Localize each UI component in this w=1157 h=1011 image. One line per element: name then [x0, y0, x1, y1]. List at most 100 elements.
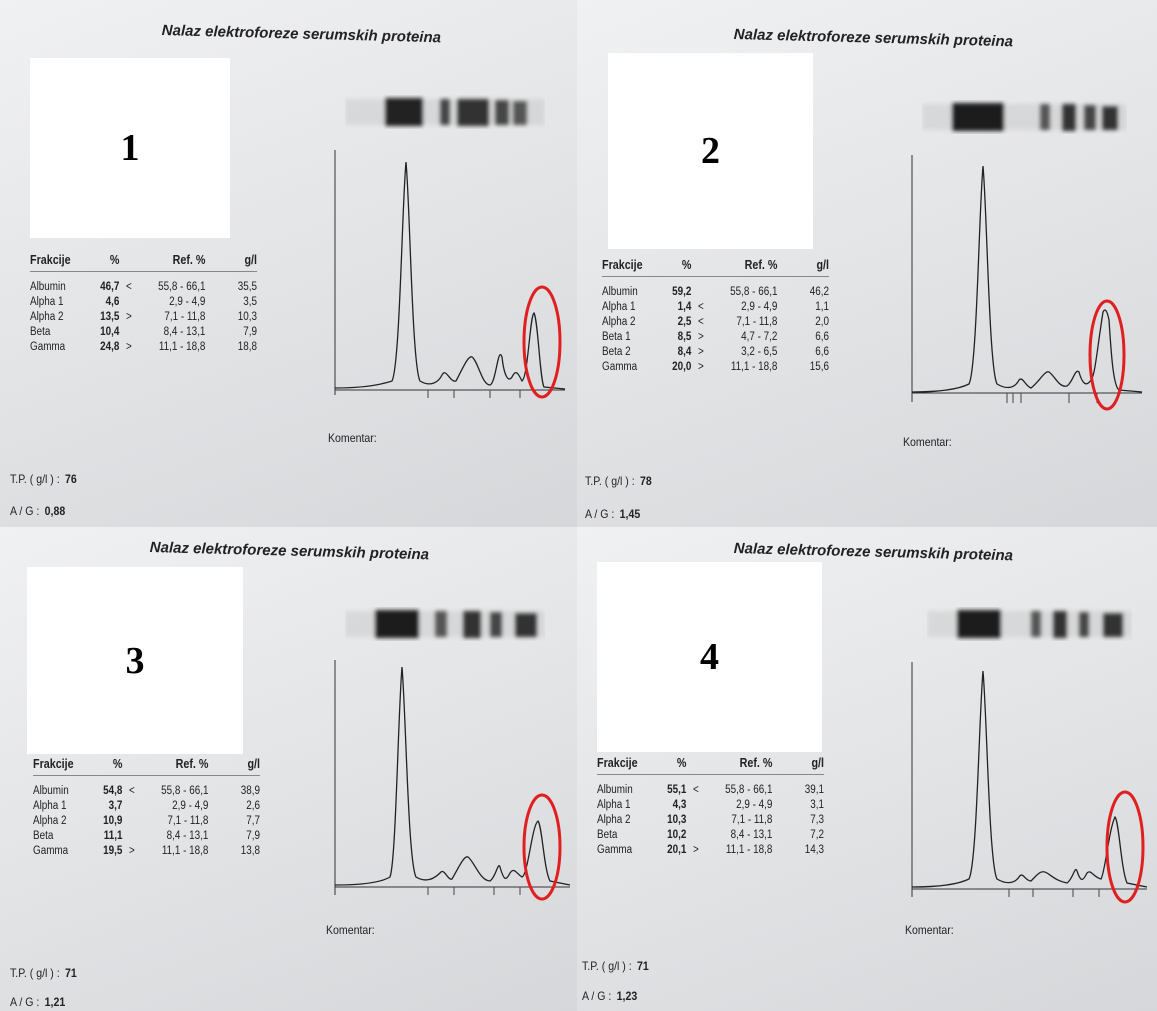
reference-range: 4,7 - 7,2	[741, 331, 778, 343]
fraction-percent: 20,0	[672, 361, 692, 373]
electrophoresis-curve	[911, 662, 1148, 904]
report-title: Nalaz elektroforeze serumskih proteina	[161, 22, 442, 47]
panel-number-box: 1	[30, 58, 230, 238]
fraction-gl: 7,9	[246, 830, 261, 842]
header-reference: Ref. %	[141, 757, 209, 776]
reference-range: 2,9 - 4,9	[172, 800, 209, 812]
range-flag: >	[129, 845, 135, 857]
range-flag: >	[126, 341, 132, 353]
table-row: Albumin 46,7 <55,8 - 66,1 35,5	[30, 272, 257, 295]
fraction-name: Albumin	[33, 785, 69, 797]
fraction-gl: 1,1	[815, 301, 830, 313]
report-title: Nalaz elektroforeze serumskih proteina	[149, 539, 430, 564]
table-row: Gamma 20,1 >11,1 - 18,8 14,3	[597, 842, 824, 857]
range-flag: <	[126, 281, 132, 293]
fraction-gl: 15,6	[809, 361, 830, 373]
panel-number: 4	[700, 636, 719, 678]
fraction-percent: 2,5	[677, 316, 692, 328]
ag-label: A / G :	[10, 995, 40, 1009]
range-flag: <	[698, 301, 704, 313]
electrophoresis-gel-strip	[345, 98, 545, 126]
tp-value: 71	[636, 959, 649, 973]
fraction-name: Beta	[597, 829, 618, 841]
header-reference: Ref. %	[138, 253, 206, 272]
fraction-name: Alpha 2	[597, 814, 631, 826]
fractions-table: Frakcije % Ref. % g/l Albumin 54,8 <55,8 -…	[33, 757, 261, 858]
electrophoresis-curve	[334, 660, 571, 901]
range-flag: >	[698, 331, 704, 343]
range-flag	[122, 798, 141, 813]
ag-label: A / G :	[582, 989, 612, 1003]
fraction-name: Alpha 1	[30, 296, 64, 308]
header-percent: %	[658, 258, 692, 277]
reference-range: 55,8 - 66,1	[161, 785, 209, 797]
header-reference: Ref. %	[710, 258, 778, 277]
ag-label: A / G :	[10, 504, 40, 518]
fraction-name: Beta 1	[602, 331, 631, 343]
reference-range: 55,8 - 66,1	[725, 784, 773, 796]
fraction-gl: 2,0	[815, 316, 830, 328]
range-flag: >	[698, 346, 704, 358]
fraction-percent: 20,1	[667, 844, 687, 856]
electrophoresis-curve	[334, 150, 566, 399]
fraction-gl: 14,3	[804, 844, 825, 856]
header-percent: %	[653, 756, 687, 775]
ag-ratio: A / G : 1,21	[10, 995, 65, 1009]
total-protein: T.P. ( g/l ) : 71	[10, 966, 77, 980]
reference-range: 8,4 - 13,1	[166, 830, 209, 842]
range-flag	[119, 294, 138, 309]
ag-label: A / G :	[585, 507, 615, 521]
panel-number-box: 3	[27, 567, 243, 754]
tp-value: 71	[64, 966, 77, 980]
komentar-label: Komentar:	[903, 435, 952, 449]
electrophoresis-gel-strip	[922, 103, 1127, 131]
table-row: Beta 1 8,5 >4,7 - 7,2 6,6	[602, 329, 829, 344]
fraction-name: Alpha 2	[33, 815, 67, 827]
report-title: Nalaz elektroforeze serumskih proteina	[733, 26, 1014, 51]
fraction-gl: 35,5	[237, 281, 258, 293]
range-flag	[686, 797, 705, 812]
fraction-name: Beta	[33, 830, 54, 842]
table-row: Albumin 59,2 55,8 - 66,1 46,2	[602, 277, 829, 300]
fraction-gl: 39,1	[804, 784, 825, 796]
fraction-name: Alpha 2	[602, 316, 636, 328]
table-row: Alpha 1 1,4 <2,9 - 4,9 1,1	[602, 299, 829, 314]
tp-label: T.P. ( g/l ) :	[10, 966, 60, 980]
fraction-name: Albumin	[602, 286, 638, 298]
header-percent: %	[89, 757, 123, 776]
ag-ratio: A / G : 1,45	[585, 507, 640, 521]
fraction-gl: 7,7	[246, 815, 261, 827]
reference-range: 55,8 - 66,1	[158, 281, 206, 293]
reference-range: 3,2 - 6,5	[741, 346, 778, 358]
fractions-table: Frakcije % Ref. % g/l Albumin 59,2 55,8 - …	[602, 258, 830, 374]
reference-range: 55,8 - 66,1	[730, 286, 778, 298]
header-gl: g/l	[205, 253, 258, 272]
reference-range: 2,9 - 4,9	[736, 799, 773, 811]
panel-number: 3	[125, 639, 145, 682]
table-row: Alpha 1 3,7 2,9 - 4,9 2,6	[33, 798, 260, 813]
reference-range: 7,1 - 11,8	[736, 316, 778, 328]
tp-value: 78	[639, 474, 652, 488]
table-row: Gamma 24,8 >11,1 - 18,8 18,8	[30, 339, 257, 354]
range-flag: >	[126, 311, 132, 323]
header-fraction: Frakcije	[30, 253, 87, 272]
fraction-gl: 3,1	[810, 799, 825, 811]
total-protein: T.P. ( g/l ) : 78	[585, 474, 652, 488]
highlight-circle	[1105, 790, 1145, 904]
header-gl: g/l	[777, 258, 830, 277]
fraction-percent: 8,4	[677, 346, 692, 358]
panel-number: 1	[120, 127, 140, 169]
ag-value: 1,21	[44, 995, 66, 1009]
panel-number-box: 2	[608, 53, 813, 249]
range-flag	[691, 277, 710, 300]
fraction-gl: 6,6	[815, 331, 830, 343]
fraction-gl: 18,8	[237, 341, 258, 353]
electrophoresis-gel-strip	[927, 610, 1132, 638]
tp-label: T.P. ( g/l ) :	[585, 474, 635, 488]
reference-range: 11,1 - 18,8	[161, 845, 209, 857]
reference-range: 11,1 - 18,8	[730, 361, 778, 373]
highlight-circle	[1088, 299, 1126, 411]
reference-range: 11,1 - 18,8	[725, 844, 773, 856]
fraction-percent: 10,3	[667, 814, 687, 826]
